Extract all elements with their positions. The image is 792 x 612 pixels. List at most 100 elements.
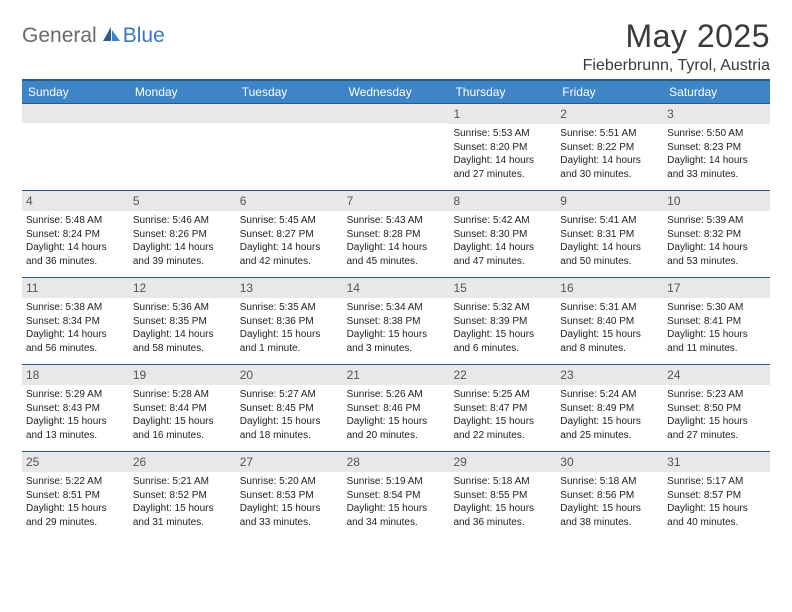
sunrise-text: Sunrise: 5:29 AM <box>26 388 125 402</box>
sunrise-text: Sunrise: 5:35 AM <box>240 301 339 315</box>
week-row: 18Sunrise: 5:29 AMSunset: 8:43 PMDayligh… <box>22 364 770 451</box>
day-details: Sunrise: 5:26 AMSunset: 8:46 PMDaylight:… <box>343 385 450 444</box>
sunset-text: Sunset: 8:51 PM <box>26 489 125 503</box>
sunset-text: Sunset: 8:53 PM <box>240 489 339 503</box>
sunset-text: Sunset: 8:41 PM <box>667 315 766 329</box>
sunset-text: Sunset: 8:40 PM <box>560 315 659 329</box>
day-details: Sunrise: 5:19 AMSunset: 8:54 PMDaylight:… <box>343 472 450 531</box>
day-number: 4 <box>22 191 129 211</box>
day-cell: 28Sunrise: 5:19 AMSunset: 8:54 PMDayligh… <box>343 452 450 538</box>
day-details: Sunrise: 5:22 AMSunset: 8:51 PMDaylight:… <box>22 472 129 531</box>
day-number: 2 <box>556 104 663 124</box>
sunset-text: Sunset: 8:55 PM <box>453 489 552 503</box>
sunset-text: Sunset: 8:54 PM <box>347 489 446 503</box>
day-number: 3 <box>663 104 770 124</box>
sunset-text: Sunset: 8:31 PM <box>560 228 659 242</box>
logo-text-general: General <box>22 24 97 48</box>
day-details: Sunrise: 5:32 AMSunset: 8:39 PMDaylight:… <box>449 298 556 357</box>
day-details: Sunrise: 5:45 AMSunset: 8:27 PMDaylight:… <box>236 211 343 270</box>
sunset-text: Sunset: 8:32 PM <box>667 228 766 242</box>
day-number: 24 <box>663 365 770 385</box>
day-cell: 31Sunrise: 5:17 AMSunset: 8:57 PMDayligh… <box>663 452 770 538</box>
sunrise-text: Sunrise: 5:39 AM <box>667 214 766 228</box>
week-row: 4Sunrise: 5:48 AMSunset: 8:24 PMDaylight… <box>22 190 770 277</box>
daylight-text: Daylight: 15 hours and 36 minutes. <box>453 502 552 529</box>
empty-day-bar <box>22 104 129 123</box>
sunset-text: Sunset: 8:46 PM <box>347 402 446 416</box>
dow-header-cell: Thursday <box>449 81 556 103</box>
sunset-text: Sunset: 8:20 PM <box>453 141 552 155</box>
sunrise-text: Sunrise: 5:38 AM <box>26 301 125 315</box>
daylight-text: Daylight: 15 hours and 11 minutes. <box>667 328 766 355</box>
day-number: 12 <box>129 278 236 298</box>
sunset-text: Sunset: 8:23 PM <box>667 141 766 155</box>
empty-day-cell <box>236 104 343 190</box>
day-details: Sunrise: 5:28 AMSunset: 8:44 PMDaylight:… <box>129 385 236 444</box>
dow-header-cell: Saturday <box>663 81 770 103</box>
daylight-text: Daylight: 15 hours and 25 minutes. <box>560 415 659 442</box>
empty-day-bar <box>236 104 343 123</box>
day-details: Sunrise: 5:51 AMSunset: 8:22 PMDaylight:… <box>556 124 663 183</box>
sunset-text: Sunset: 8:47 PM <box>453 402 552 416</box>
daylight-text: Daylight: 14 hours and 56 minutes. <box>26 328 125 355</box>
header: General Blue May 2025 Fieberbrunn, Tyrol… <box>22 18 770 75</box>
day-number: 17 <box>663 278 770 298</box>
sunrise-text: Sunrise: 5:46 AM <box>133 214 232 228</box>
day-details: Sunrise: 5:41 AMSunset: 8:31 PMDaylight:… <box>556 211 663 270</box>
daylight-text: Daylight: 15 hours and 20 minutes. <box>347 415 446 442</box>
sunset-text: Sunset: 8:22 PM <box>560 141 659 155</box>
day-details: Sunrise: 5:38 AMSunset: 8:34 PMDaylight:… <box>22 298 129 357</box>
sail-icon <box>101 25 121 48</box>
sunset-text: Sunset: 8:45 PM <box>240 402 339 416</box>
week-row: 11Sunrise: 5:38 AMSunset: 8:34 PMDayligh… <box>22 277 770 364</box>
day-details: Sunrise: 5:46 AMSunset: 8:26 PMDaylight:… <box>129 211 236 270</box>
daylight-text: Daylight: 15 hours and 6 minutes. <box>453 328 552 355</box>
day-cell: 8Sunrise: 5:42 AMSunset: 8:30 PMDaylight… <box>449 191 556 277</box>
sunrise-text: Sunrise: 5:24 AM <box>560 388 659 402</box>
sunset-text: Sunset: 8:52 PM <box>133 489 232 503</box>
sunrise-text: Sunrise: 5:31 AM <box>560 301 659 315</box>
day-cell: 14Sunrise: 5:34 AMSunset: 8:38 PMDayligh… <box>343 278 450 364</box>
day-details: Sunrise: 5:18 AMSunset: 8:56 PMDaylight:… <box>556 472 663 531</box>
day-cell: 24Sunrise: 5:23 AMSunset: 8:50 PMDayligh… <box>663 365 770 451</box>
day-number: 30 <box>556 452 663 472</box>
day-cell: 4Sunrise: 5:48 AMSunset: 8:24 PMDaylight… <box>22 191 129 277</box>
sunrise-text: Sunrise: 5:18 AM <box>560 475 659 489</box>
day-details: Sunrise: 5:43 AMSunset: 8:28 PMDaylight:… <box>343 211 450 270</box>
day-cell: 3Sunrise: 5:50 AMSunset: 8:23 PMDaylight… <box>663 104 770 190</box>
daylight-text: Daylight: 14 hours and 30 minutes. <box>560 154 659 181</box>
daylight-text: Daylight: 14 hours and 50 minutes. <box>560 241 659 268</box>
empty-day-bar <box>343 104 450 123</box>
day-number: 10 <box>663 191 770 211</box>
daylight-text: Daylight: 15 hours and 31 minutes. <box>133 502 232 529</box>
sunrise-text: Sunrise: 5:17 AM <box>667 475 766 489</box>
sunrise-text: Sunrise: 5:36 AM <box>133 301 232 315</box>
calendar-page: General Blue May 2025 Fieberbrunn, Tyrol… <box>0 0 792 612</box>
empty-day-cell <box>22 104 129 190</box>
daylight-text: Daylight: 14 hours and 45 minutes. <box>347 241 446 268</box>
day-cell: 11Sunrise: 5:38 AMSunset: 8:34 PMDayligh… <box>22 278 129 364</box>
day-number: 20 <box>236 365 343 385</box>
title-block: May 2025 Fieberbrunn, Tyrol, Austria <box>583 18 770 75</box>
day-cell: 21Sunrise: 5:26 AMSunset: 8:46 PMDayligh… <box>343 365 450 451</box>
dow-header-cell: Friday <box>556 81 663 103</box>
day-number: 26 <box>129 452 236 472</box>
daylight-text: Daylight: 14 hours and 58 minutes. <box>133 328 232 355</box>
day-cell: 23Sunrise: 5:24 AMSunset: 8:49 PMDayligh… <box>556 365 663 451</box>
day-number: 28 <box>343 452 450 472</box>
daylight-text: Daylight: 15 hours and 16 minutes. <box>133 415 232 442</box>
day-details: Sunrise: 5:35 AMSunset: 8:36 PMDaylight:… <box>236 298 343 357</box>
day-cell: 16Sunrise: 5:31 AMSunset: 8:40 PMDayligh… <box>556 278 663 364</box>
day-cell: 17Sunrise: 5:30 AMSunset: 8:41 PMDayligh… <box>663 278 770 364</box>
day-number: 23 <box>556 365 663 385</box>
daylight-text: Daylight: 15 hours and 40 minutes. <box>667 502 766 529</box>
sunrise-text: Sunrise: 5:42 AM <box>453 214 552 228</box>
sunset-text: Sunset: 8:27 PM <box>240 228 339 242</box>
daylight-text: Daylight: 14 hours and 36 minutes. <box>26 241 125 268</box>
day-details: Sunrise: 5:25 AMSunset: 8:47 PMDaylight:… <box>449 385 556 444</box>
daylight-text: Daylight: 15 hours and 13 minutes. <box>26 415 125 442</box>
sunset-text: Sunset: 8:50 PM <box>667 402 766 416</box>
sunrise-text: Sunrise: 5:45 AM <box>240 214 339 228</box>
sunset-text: Sunset: 8:24 PM <box>26 228 125 242</box>
day-number: 21 <box>343 365 450 385</box>
